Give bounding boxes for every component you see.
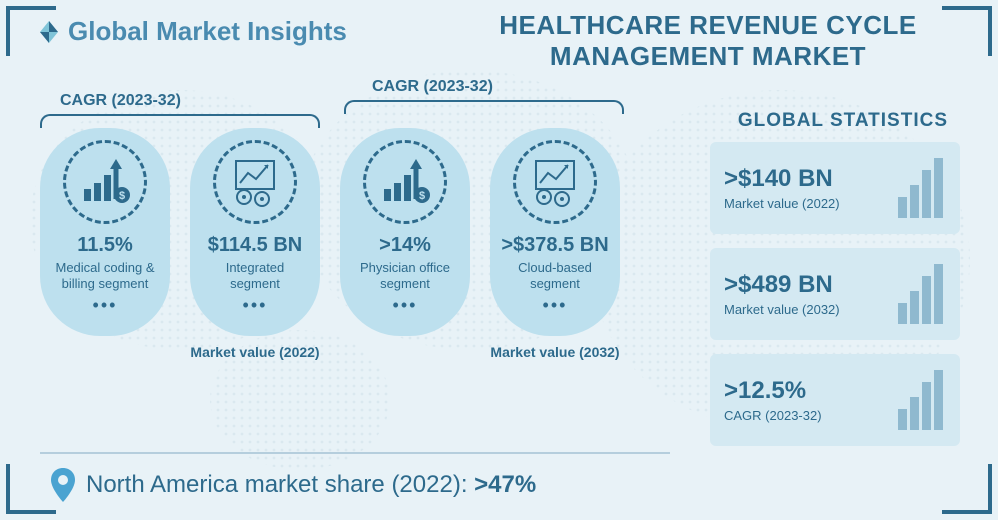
card-column: $ >14% Physician office segment ••• <box>340 128 470 360</box>
global-stats-title: GLOBAL STATISTICS <box>738 110 948 132</box>
card-icon-circle <box>513 140 597 224</box>
card-sub-label: Market value (2022) <box>190 344 319 360</box>
card-dots: ••• <box>93 295 118 316</box>
card-value: 11.5% <box>77 234 133 256</box>
cards-row: $ 11.5% Medical coding & billing segment… <box>40 128 620 360</box>
card-icon-circle <box>213 140 297 224</box>
footer-row: North America market share (2022): >47% <box>50 468 536 502</box>
bracket-left <box>40 114 320 128</box>
page-title: HEALTHCARE REVENUE CYCLE MANAGEMENT MARK… <box>458 10 958 72</box>
footer-text: North America market share (2022): >47% <box>86 471 536 499</box>
stat-label: CAGR (2023-32) <box>724 408 896 423</box>
bracket-right <box>344 100 624 114</box>
card-column: $114.5 BN Integrated segment ••• Market … <box>190 128 320 360</box>
stat-label: Market value (2032) <box>724 302 896 317</box>
card-value: >14% <box>379 234 431 256</box>
frame-corner <box>942 464 992 514</box>
cagr-label-right: CAGR (2023-32) <box>372 78 493 96</box>
chart-gears-icon <box>528 155 582 209</box>
stat-value: >$489 BN <box>724 271 896 299</box>
card-label: Medical coding & billing segment <box>50 260 160 291</box>
brand-logo: Global Market Insights <box>36 16 347 47</box>
stat-value: >12.5% <box>724 377 896 405</box>
card-value: $114.5 BN <box>208 234 303 256</box>
card-dots: ••• <box>543 295 568 316</box>
svg-text:$: $ <box>419 190 425 202</box>
chart-gears-icon <box>228 155 282 209</box>
svg-text:$: $ <box>119 190 125 202</box>
global-stats-column: >$140 BN Market value (2022) >$489 BN Ma… <box>710 142 960 446</box>
card-label: Cloud-based segment <box>500 260 610 291</box>
stat-value: >$140 BN <box>724 165 896 193</box>
card-icon-circle: $ <box>363 140 447 224</box>
mini-bar-icon <box>896 370 946 430</box>
stat-box: >12.5% CAGR (2023-32) <box>710 354 960 446</box>
stat-label: Market value (2022) <box>724 196 896 211</box>
mini-bar-icon <box>896 264 946 324</box>
footer-value: >47% <box>474 471 536 498</box>
card-icon-circle: $ <box>63 140 147 224</box>
logo-text: Global Market Insights <box>68 16 347 47</box>
card-dots: ••• <box>393 295 418 316</box>
card-label: Physician office segment <box>350 260 460 291</box>
card-label: Integrated segment <box>200 260 310 291</box>
footer-prefix: North America market share (2022): <box>86 471 474 498</box>
cagr-label-left: CAGR (2023-32) <box>60 92 181 110</box>
card-dots: ••• <box>243 295 268 316</box>
bar-chart-arrow-icon: $ <box>78 155 132 209</box>
bar-chart-arrow-icon: $ <box>378 155 432 209</box>
card-sub-label: Market value (2032) <box>490 344 619 360</box>
card-column: $ 11.5% Medical coding & billing segment… <box>40 128 170 360</box>
frame-corner <box>6 464 56 514</box>
logo-diamond-icon <box>36 19 62 45</box>
card-value: >$378.5 BN <box>501 234 608 256</box>
card-column: >$378.5 BN Cloud-based segment ••• Marke… <box>490 128 620 360</box>
stat-box: >$489 BN Market value (2032) <box>710 248 960 340</box>
segment-card: >$378.5 BN Cloud-based segment ••• <box>490 128 620 336</box>
segment-card: $114.5 BN Integrated segment ••• <box>190 128 320 336</box>
mini-bar-icon <box>896 158 946 218</box>
segment-card: $ 11.5% Medical coding & billing segment… <box>40 128 170 336</box>
footer-divider <box>40 452 670 454</box>
segment-card: $ >14% Physician office segment ••• <box>340 128 470 336</box>
map-pin-icon <box>50 468 76 502</box>
stat-box: >$140 BN Market value (2022) <box>710 142 960 234</box>
